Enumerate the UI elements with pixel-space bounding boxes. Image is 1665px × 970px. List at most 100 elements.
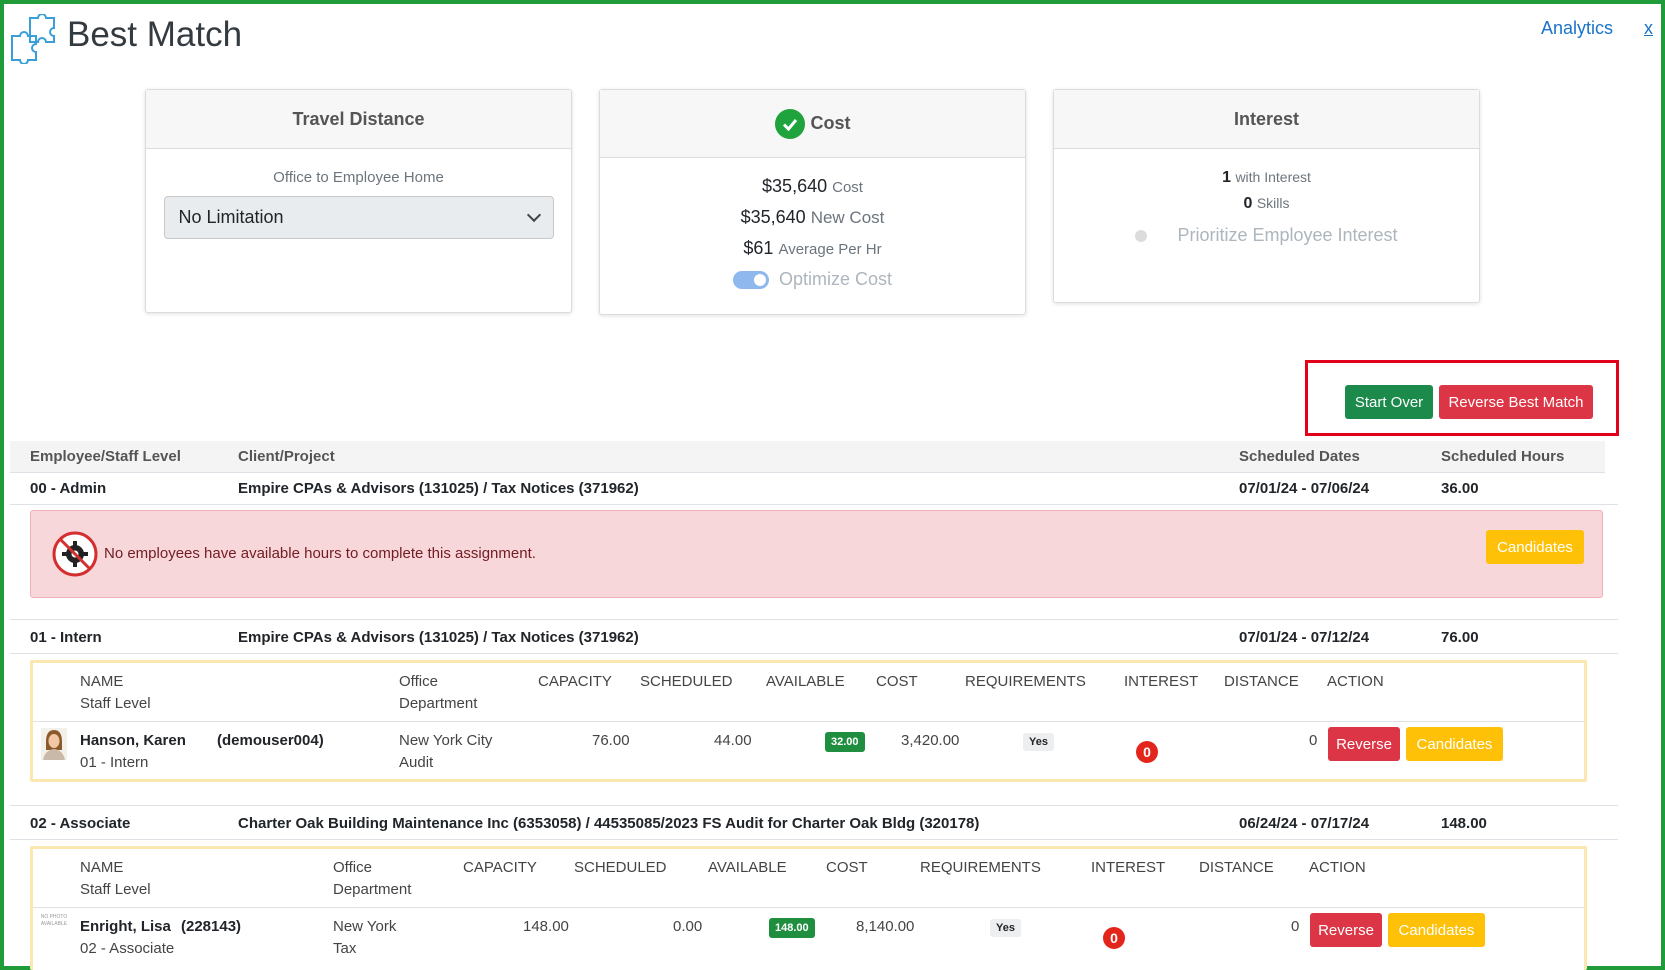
skills-stat: 0 Skills: [1054, 195, 1479, 213]
reverse-button[interactable]: Reverse: [1328, 727, 1400, 761]
group-level: 00 - Admin: [30, 480, 107, 497]
travel-distance-title: Travel Distance: [146, 90, 571, 149]
employee-row: NO PHOTO AVAILABLE Enright, Lisa (228143…: [33, 908, 1584, 968]
employee-office: New York: [333, 918, 397, 935]
distance-select-value: No Limitation: [178, 207, 284, 227]
employee-row: Hanson, Karen (demouser004) 01 - Intern …: [33, 722, 1584, 782]
employee-capacity: 76.00: [592, 732, 630, 749]
header-name: NAME: [80, 673, 124, 690]
assignment-detail: NAME Staff Level Office Department CAPAC…: [30, 846, 1587, 970]
skills-value: 0: [1243, 195, 1253, 212]
start-over-button[interactable]: Start Over: [1345, 385, 1433, 419]
with-interest-value: 1: [1222, 169, 1231, 186]
analytics-link[interactable]: Analytics: [1541, 18, 1614, 38]
group-client: Empire CPAs & Advisors (131025) / Tax No…: [238, 629, 639, 646]
new-cost-label: New Cost: [810, 208, 885, 227]
candidates-button[interactable]: Candidates: [1406, 727, 1503, 761]
reverse-button[interactable]: Reverse: [1310, 913, 1382, 947]
column-client: Client/Project: [238, 448, 335, 465]
skills-label: Skills: [1256, 195, 1290, 211]
prioritize-interest-row: Prioritize Employee Interest: [1054, 225, 1479, 246]
with-interest-stat: 1 with Interest: [1054, 169, 1479, 187]
interest-card-title: Interest: [1054, 90, 1479, 149]
group-dates: 07/01/24 - 07/12/24: [1239, 629, 1370, 646]
employee-staff-level: 02 - Associate: [80, 940, 175, 957]
group-hours: 148.00: [1441, 815, 1487, 832]
cost-card-title: Cost: [810, 113, 851, 133]
group-client: Charter Oak Building Maintenance Inc (63…: [238, 815, 980, 832]
no-gear-icon: [52, 531, 98, 577]
group-dates: 06/24/24 - 07/17/24: [1239, 815, 1370, 832]
group-row[interactable]: 01 - Intern Empire CPAs & Advisors (1310…: [10, 622, 1618, 654]
employee-cost: 8,140.00: [856, 918, 915, 935]
cost-card-header: Cost: [600, 90, 1025, 158]
employee-user-id: (demouser004): [217, 732, 324, 749]
distance-select[interactable]: No Limitation: [163, 196, 554, 239]
requirements-badge[interactable]: Yes: [990, 919, 1021, 937]
candidates-button[interactable]: Candidates: [1486, 530, 1584, 564]
detail-header: NAME Staff Level Office Department CAPAC…: [33, 849, 1584, 908]
average-value: $61: [743, 238, 774, 258]
employee-name[interactable]: Enright, Lisa: [80, 918, 171, 935]
employee-cost: 3,420.00: [901, 732, 960, 749]
header-action: ACTION: [1327, 673, 1384, 690]
header-department: Department: [399, 695, 478, 712]
divider: [10, 805, 1618, 806]
check-circle-icon: [774, 108, 805, 139]
employee-staff-level: 01 - Intern: [80, 754, 149, 771]
group-row[interactable]: 00 - Admin Empire CPAs & Advisors (13102…: [10, 473, 1618, 505]
no-availability-alert: No employees have available hours to com…: [30, 510, 1603, 598]
group-hours: 36.00: [1441, 480, 1479, 497]
employee-capacity: 148.00: [523, 918, 569, 935]
header-office: Office: [399, 673, 438, 690]
table-header: Employee/Staff Level Client/Project Sche…: [10, 441, 1605, 473]
candidates-button[interactable]: Candidates: [1388, 913, 1485, 947]
employee-distance: 0: [1291, 918, 1300, 935]
requirements-badge[interactable]: Yes: [1023, 733, 1054, 751]
header-name: NAME: [80, 859, 124, 876]
reverse-best-match-button[interactable]: Reverse Best Match: [1439, 385, 1593, 419]
header-department: Department: [333, 881, 412, 898]
optimize-cost-label: Optimize Cost: [778, 269, 893, 289]
alert-message: No employees have available hours to com…: [104, 545, 536, 562]
page-title: Best Match: [67, 15, 243, 54]
optimize-cost-toggle[interactable]: [732, 270, 769, 289]
optimize-cost-row: Optimize Cost: [600, 269, 1025, 290]
group-row[interactable]: 02 - Associate Charter Oak Building Main…: [10, 808, 1618, 840]
employee-office: New York City: [399, 732, 493, 749]
travel-distance-card: Travel Distance Office to Employee Home …: [145, 89, 572, 313]
close-link[interactable]: x: [1644, 18, 1653, 38]
interest-count-badge[interactable]: 0: [1103, 927, 1125, 949]
header-staff-level: Staff Level: [80, 695, 151, 712]
interest-count-badge[interactable]: 0: [1136, 741, 1158, 763]
header-capacity: CAPACITY: [463, 859, 537, 876]
column-dates: Scheduled Dates: [1239, 448, 1360, 465]
employee-name[interactable]: Hanson, Karen: [80, 732, 186, 749]
employee-department: Audit: [399, 754, 434, 771]
header-interest: INTEREST: [1124, 673, 1199, 690]
header-scheduled: SCHEDULED: [640, 673, 733, 690]
header-cost: COST: [826, 859, 868, 876]
cost-stat: $35,640 Cost: [600, 176, 1025, 197]
employee-scheduled: 0.00: [673, 918, 703, 935]
header-staff-level: Staff Level: [80, 881, 151, 898]
highlight-annotation: [1305, 360, 1619, 436]
header-scheduled: SCHEDULED: [574, 859, 667, 876]
employee-user-id: (228143): [181, 918, 242, 935]
group-dates: 07/01/24 - 07/06/24: [1239, 480, 1370, 497]
available-badge: 148.00: [769, 918, 815, 938]
header-requirements: REQUIREMENTS: [920, 859, 1041, 876]
avatar: [41, 728, 67, 760]
no-photo-placeholder: NO PHOTO AVAILABLE: [40, 914, 68, 927]
prioritize-interest-radio[interactable]: [1135, 229, 1148, 242]
employee-scheduled: 44.00: [714, 732, 752, 749]
header-requirements: REQUIREMENTS: [965, 673, 1086, 690]
header-distance: DISTANCE: [1199, 859, 1274, 876]
cost-label: Cost: [832, 179, 863, 196]
average-stat: $61 Average Per Hr: [600, 238, 1025, 259]
available-badge: 32.00: [825, 732, 865, 752]
header-available: AVAILABLE: [766, 673, 845, 690]
group-level: 01 - Intern: [30, 629, 102, 646]
header-distance: DISTANCE: [1224, 673, 1299, 690]
cost-value: $35,640: [762, 176, 828, 196]
